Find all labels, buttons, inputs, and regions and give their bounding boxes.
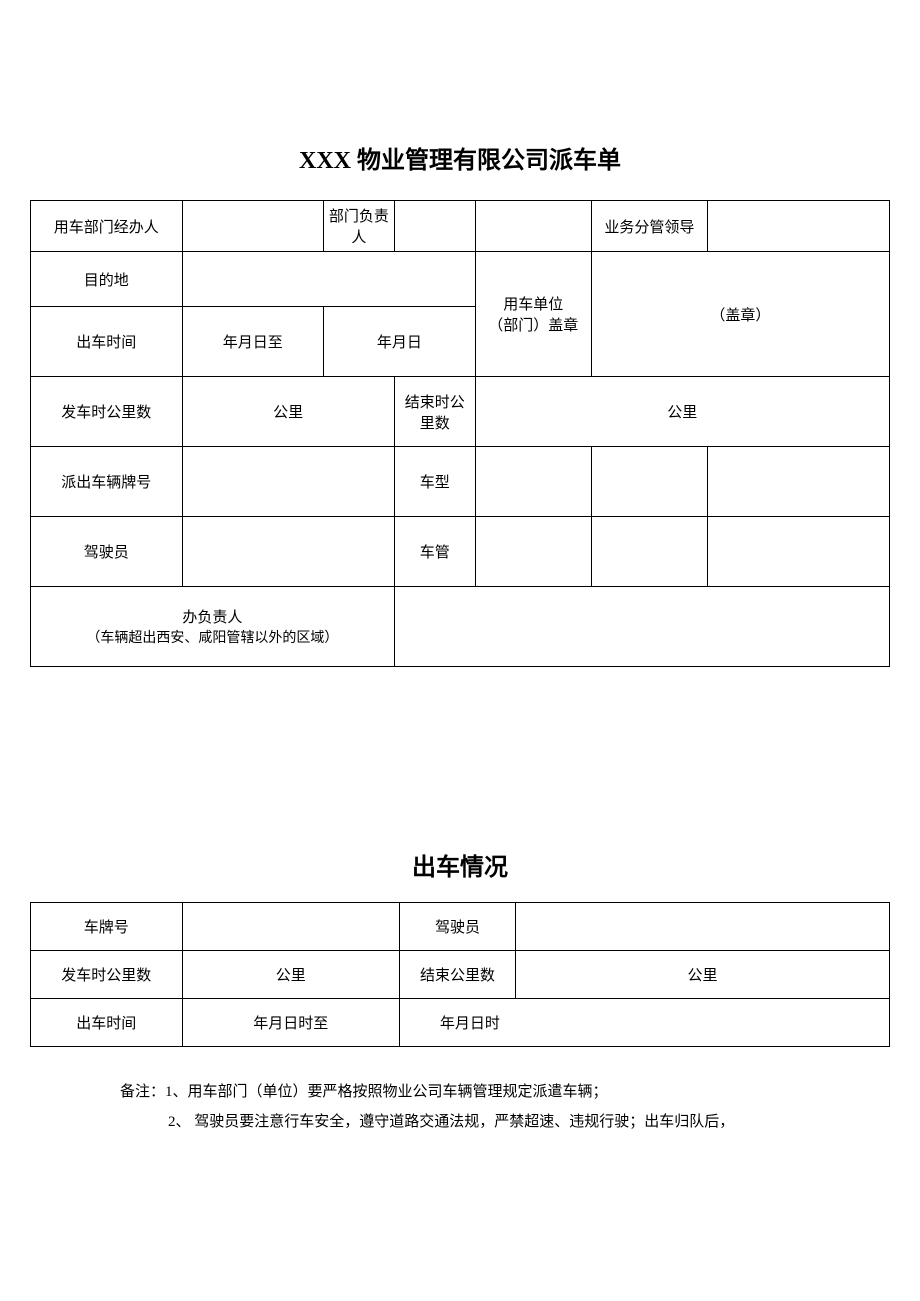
label-departure-time: 出车时间: [31, 307, 183, 377]
value-end-km: 公里: [475, 377, 889, 447]
blank-vt1: [591, 447, 707, 517]
label-office-head: 办负责人 （车辆超出西安、咸阳管辖以外的区域）: [31, 587, 395, 667]
label-vehicle-type: 车型: [394, 447, 475, 517]
t2-value-time-from: 年月日时至: [182, 999, 399, 1047]
value-departure-to: 年月日: [324, 307, 476, 377]
note-line-2: 2、 驾驶员要注意行车安全，遵守道路交通法规，严禁超速、违规行驶；出车归队后，: [120, 1107, 890, 1137]
notes-section: 备注：1、用车部门（单位）要严格按照物业公司车辆管理规定派遣车辆； 2、 驾驶员…: [30, 1077, 890, 1137]
label-biz-leader: 业务分管领导: [591, 201, 707, 252]
label-office-head-l1: 办负责人: [35, 606, 390, 627]
value-stamp: （盖章）: [591, 252, 889, 377]
t2-label-time: 出车时间: [31, 999, 183, 1047]
label-driver: 驾驶员: [31, 517, 183, 587]
value-plate-no: [182, 447, 394, 517]
label-handler: 用车部门经办人: [31, 201, 183, 252]
label-destination: 目的地: [31, 252, 183, 307]
value-office-head: [394, 587, 889, 667]
t2-label-driver: 驾驶员: [399, 903, 515, 951]
value-departure-from: 年月日至: [182, 307, 323, 377]
blank-vt2: [708, 447, 890, 517]
t2-label-plate: 车牌号: [31, 903, 183, 951]
label-dept-head: 部门负责人: [324, 201, 395, 252]
dispatch-table: 用车部门经办人 部门负责人 业务分管领导 目的地 用车单位 （部门）盖章 （盖章…: [30, 200, 890, 667]
t2-label-start-km: 发车时公里数: [31, 951, 183, 999]
t2-value-plate: [182, 903, 399, 951]
t2-value-driver: [516, 903, 890, 951]
value-dept-head: [394, 201, 475, 252]
t2-value-time-to: 年月日时: [399, 999, 889, 1047]
value-driver: [182, 517, 394, 587]
label-start-km: 发车时公里数: [31, 377, 183, 447]
label-vehicle-mgr: 车管: [394, 517, 475, 587]
page-title-1: XXX 物业管理有限公司派车单: [30, 140, 890, 175]
label-unit-stamp-l1: 用车单位: [480, 293, 587, 314]
t2-value-end-km: 公里: [516, 951, 890, 999]
label-unit-stamp: 用车单位 （部门）盖章: [475, 252, 591, 377]
blank-vm1: [591, 517, 707, 587]
value-vehicle-type: [475, 447, 591, 517]
label-office-head-l2: （车辆超出西安、咸阳管辖以外的区域）: [35, 627, 390, 647]
label-unit-stamp-l2: （部门）盖章: [480, 314, 587, 335]
value-destination: [182, 252, 475, 307]
t2-value-start-km: 公里: [182, 951, 399, 999]
trip-status-table: 车牌号 驾驶员 发车时公里数 公里 结束公里数 公里 出车时间 年月日时至 年月…: [30, 902, 890, 1047]
blank-cell: [475, 201, 591, 252]
value-start-km: 公里: [182, 377, 394, 447]
value-handler: [182, 201, 323, 252]
note-line-1: 备注：1、用车部门（单位）要严格按照物业公司车辆管理规定派遣车辆；: [120, 1077, 890, 1107]
value-vehicle-mgr: [475, 517, 591, 587]
label-plate-no: 派出车辆牌号: [31, 447, 183, 517]
t2-label-end-km: 结束公里数: [399, 951, 515, 999]
blank-vm2: [708, 517, 890, 587]
page-title-2: 出车情况: [30, 847, 890, 882]
label-end-km: 结束时公里数: [394, 377, 475, 447]
value-biz-leader: [708, 201, 890, 252]
